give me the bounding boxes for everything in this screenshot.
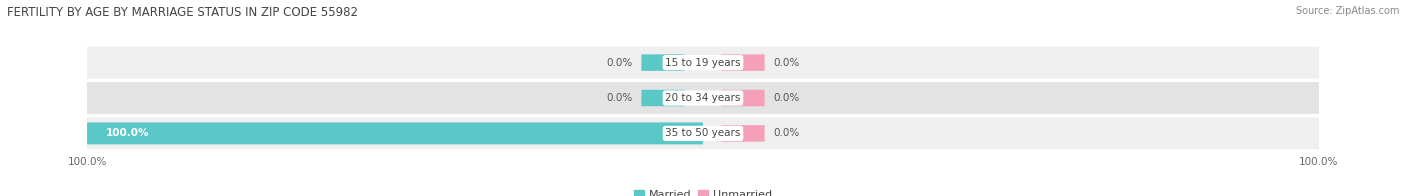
Text: 0.0%: 0.0%: [606, 58, 633, 68]
FancyBboxPatch shape: [87, 117, 1319, 149]
FancyBboxPatch shape: [87, 47, 1319, 79]
FancyBboxPatch shape: [721, 54, 765, 71]
FancyBboxPatch shape: [721, 90, 765, 106]
Text: 0.0%: 0.0%: [773, 93, 800, 103]
Text: 0.0%: 0.0%: [773, 128, 800, 138]
Text: 15 to 19 years: 15 to 19 years: [665, 58, 741, 68]
Text: 100.0%: 100.0%: [105, 128, 149, 138]
Text: 0.0%: 0.0%: [773, 58, 800, 68]
Text: 20 to 34 years: 20 to 34 years: [665, 93, 741, 103]
Legend: Married, Unmarried: Married, Unmarried: [630, 185, 776, 196]
FancyBboxPatch shape: [641, 90, 685, 106]
Text: FERTILITY BY AGE BY MARRIAGE STATUS IN ZIP CODE 55982: FERTILITY BY AGE BY MARRIAGE STATUS IN Z…: [7, 6, 359, 19]
FancyBboxPatch shape: [87, 122, 703, 144]
FancyBboxPatch shape: [721, 125, 765, 142]
Text: 35 to 50 years: 35 to 50 years: [665, 128, 741, 138]
Text: Source: ZipAtlas.com: Source: ZipAtlas.com: [1295, 6, 1399, 16]
FancyBboxPatch shape: [641, 54, 685, 71]
FancyBboxPatch shape: [87, 82, 1319, 114]
Text: 0.0%: 0.0%: [606, 93, 633, 103]
